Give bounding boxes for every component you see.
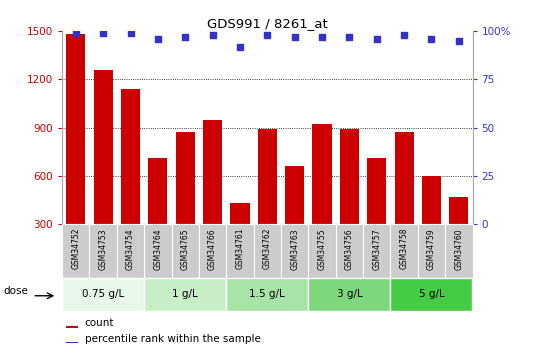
Text: GSM34765: GSM34765 — [181, 228, 190, 270]
Bar — [445, 224, 472, 278]
Bar — [226, 224, 254, 278]
Bar — [258, 129, 277, 273]
Bar — [254, 224, 281, 278]
Bar — [66, 342, 78, 344]
Bar — [422, 176, 441, 273]
Bar — [66, 326, 78, 328]
Text: 3 g/L: 3 g/L — [336, 289, 362, 299]
Point — [263, 32, 272, 38]
Bar — [363, 224, 390, 278]
Point — [345, 34, 354, 40]
Text: GSM34760: GSM34760 — [454, 228, 463, 270]
Bar — [62, 278, 144, 310]
Bar — [336, 224, 363, 278]
Bar — [117, 224, 144, 278]
Bar — [308, 224, 336, 278]
Point — [126, 30, 135, 36]
Bar — [367, 158, 386, 273]
Point — [373, 36, 381, 41]
Point — [99, 30, 107, 36]
Bar — [390, 278, 472, 310]
Bar — [395, 132, 414, 273]
Text: 5 g/L: 5 g/L — [418, 289, 444, 299]
Bar — [285, 166, 304, 273]
Point — [181, 34, 190, 40]
Text: GSM34757: GSM34757 — [372, 228, 381, 270]
Point — [318, 34, 326, 40]
Text: count: count — [85, 318, 114, 328]
Bar — [340, 129, 359, 273]
Bar — [231, 203, 249, 273]
Text: 0.75 g/L: 0.75 g/L — [82, 289, 124, 299]
Text: GSM34752: GSM34752 — [71, 228, 80, 269]
Bar — [418, 224, 445, 278]
Point — [427, 36, 436, 41]
Point — [455, 38, 463, 43]
Point — [153, 36, 162, 41]
Bar — [203, 120, 222, 273]
Text: 1 g/L: 1 g/L — [172, 289, 198, 299]
Bar — [390, 224, 418, 278]
Bar — [172, 224, 199, 278]
Text: percentile rank within the sample: percentile rank within the sample — [85, 334, 260, 344]
Bar — [148, 158, 167, 273]
Bar — [313, 125, 332, 273]
Point — [400, 32, 408, 38]
Text: GSM34764: GSM34764 — [153, 228, 163, 270]
Bar — [281, 224, 308, 278]
Text: GSM34756: GSM34756 — [345, 228, 354, 270]
Text: GSM34758: GSM34758 — [400, 228, 409, 269]
Text: GSM34763: GSM34763 — [290, 228, 299, 270]
Text: GSM34754: GSM34754 — [126, 228, 135, 270]
Bar — [66, 34, 85, 273]
Text: dose: dose — [3, 286, 28, 296]
Bar — [144, 224, 172, 278]
Bar — [144, 278, 226, 310]
Bar — [449, 197, 468, 273]
Bar — [176, 132, 195, 273]
Bar — [199, 224, 226, 278]
Point — [235, 44, 244, 49]
Bar — [121, 89, 140, 273]
Text: GSM34755: GSM34755 — [318, 228, 327, 270]
Text: 1.5 g/L: 1.5 g/L — [249, 289, 285, 299]
Text: GSM34753: GSM34753 — [99, 228, 107, 270]
Bar — [226, 278, 308, 310]
Bar — [62, 224, 90, 278]
Point — [208, 32, 217, 38]
Bar — [93, 70, 113, 273]
Text: GSM34759: GSM34759 — [427, 228, 436, 270]
Text: GSM34766: GSM34766 — [208, 228, 217, 270]
Text: GSM34762: GSM34762 — [263, 228, 272, 269]
Text: GSM34761: GSM34761 — [235, 228, 245, 269]
Bar — [308, 278, 390, 310]
Bar — [90, 224, 117, 278]
Point — [71, 30, 80, 36]
Title: GDS991 / 8261_at: GDS991 / 8261_at — [207, 17, 328, 30]
Point — [291, 34, 299, 40]
